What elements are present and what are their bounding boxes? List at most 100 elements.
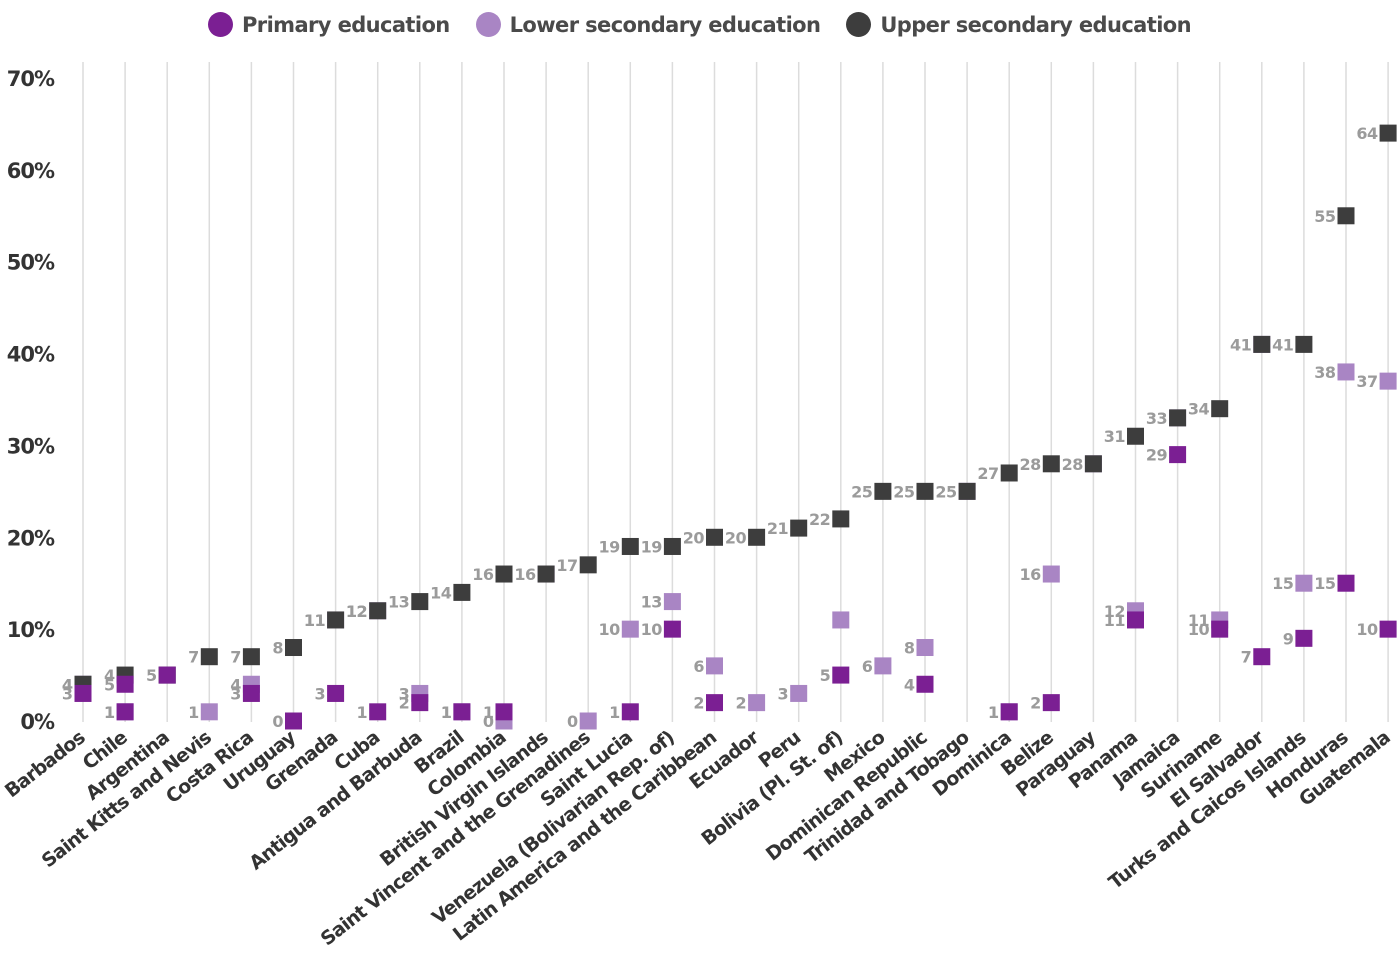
- data-label-lower-secondary: 1: [188, 703, 199, 722]
- data-label-primary: 2: [399, 694, 410, 713]
- marker-lower-secondary: [1042, 565, 1060, 583]
- data-label-upper-secondary: 25: [935, 482, 957, 501]
- marker-primary: [285, 712, 302, 730]
- data-label-upper-secondary: 25: [893, 482, 915, 501]
- y-tick-label: 0%: [20, 710, 55, 734]
- data-label-primary: 10: [1188, 620, 1210, 639]
- marker-lower-secondary: [200, 703, 218, 721]
- marker-upper-secondary: [1253, 335, 1271, 353]
- data-label-lower-secondary: 8: [904, 639, 915, 658]
- data-label-lower-secondary: 12: [346, 602, 367, 621]
- marker-lower-secondary: [663, 593, 681, 611]
- legend-item-primary[interactable]: Primary education: [208, 12, 450, 37]
- legend-swatch-primary-icon: [208, 12, 234, 37]
- data-label-lower-secondary: 3: [778, 684, 789, 703]
- marker-upper-secondary: [537, 565, 555, 583]
- data-label-lower-secondary: 4: [62, 675, 73, 694]
- marker-lower-secondary: [748, 694, 766, 712]
- legend-item-upper-secondary[interactable]: Upper secondary education: [846, 12, 1192, 37]
- marker-lower-secondary: [706, 657, 723, 675]
- data-label-upper-secondary: 34: [1188, 400, 1210, 419]
- marker-upper-secondary: [1169, 409, 1187, 427]
- data-label-lower-secondary: 10: [599, 620, 621, 639]
- data-label-primary: 9: [1283, 629, 1294, 648]
- marker-upper-secondary: [1127, 427, 1144, 445]
- data-label-upper-secondary: 7: [230, 648, 241, 667]
- marker-primary: [74, 684, 92, 702]
- data-label-upper-secondary: 17: [556, 556, 577, 575]
- data-label-lower-secondary: 1: [441, 703, 452, 722]
- marker-upper-secondary: [663, 537, 681, 555]
- marker-lower-secondary: [832, 611, 850, 629]
- marker-primary: [1169, 446, 1187, 464]
- data-label-primary: 11: [1104, 611, 1126, 630]
- marker-upper-secondary: [495, 565, 513, 583]
- data-label-primary: 2: [1030, 694, 1041, 713]
- marker-upper-secondary: [748, 528, 766, 546]
- data-label-lower-secondary: 0: [567, 712, 578, 731]
- marker-primary: [1211, 620, 1229, 638]
- marker-lower-secondary: [874, 657, 892, 675]
- marker-lower-secondary: [1337, 363, 1355, 381]
- data-label-upper-secondary: 4: [62, 675, 73, 694]
- data-label-lower-secondary: 13: [641, 593, 662, 612]
- marker-primary: [1295, 629, 1313, 647]
- marker-upper-secondary: [832, 510, 850, 528]
- legend-item-lower-secondary[interactable]: Lower secondary education: [475, 12, 821, 37]
- marker-upper-secondary: [579, 556, 597, 574]
- data-label-lower-secondary: 6: [862, 657, 873, 676]
- data-label-upper-secondary: 19: [599, 537, 621, 556]
- marker-primary: [663, 620, 681, 638]
- marker-primary: [411, 694, 429, 712]
- data-label-upper-secondary: 14: [430, 583, 452, 602]
- marker-upper-secondary: [874, 482, 892, 500]
- data-label-upper-secondary: 33: [1146, 409, 1167, 428]
- data-label-upper-secondary: 28: [1062, 455, 1084, 474]
- y-tick-label: 50%: [7, 251, 55, 275]
- data-label-primary: 5: [820, 666, 831, 685]
- y-tick-label: 30%: [7, 434, 55, 458]
- data-label-lower-secondary: 37: [1356, 372, 1377, 391]
- data-label-upper-secondary: 41: [1272, 335, 1294, 354]
- marker-primary: [242, 684, 260, 702]
- data-label-primary: 4: [904, 675, 915, 694]
- marker-primary: [116, 675, 134, 693]
- marker-upper-secondary: [916, 482, 934, 500]
- data-label-upper-secondary: 13: [388, 593, 409, 612]
- data-label-upper-secondary: 19: [641, 537, 663, 556]
- marker-upper-secondary: [327, 611, 345, 629]
- data-label-upper-secondary: 28: [1020, 455, 1042, 474]
- data-label-primary: 7: [1241, 648, 1252, 667]
- data-label-primary: 1: [609, 703, 620, 722]
- marker-lower-secondary: [1295, 574, 1313, 592]
- data-label-upper-secondary: 55: [1314, 207, 1336, 226]
- marker-primary: [1379, 620, 1397, 638]
- legend-swatch-lower-secondary-icon: [475, 12, 501, 37]
- data-label-lower-secondary: 38: [1314, 363, 1336, 382]
- marker-primary: [916, 675, 934, 693]
- data-label-primary: 10: [641, 620, 663, 639]
- data-label-primary: 0: [272, 712, 283, 731]
- data-label-upper-secondary: 5: [146, 666, 157, 685]
- marker-primary: [116, 703, 134, 721]
- legend-label-primary: Primary education: [242, 12, 450, 37]
- data-label-upper-secondary: 8: [272, 639, 283, 658]
- data-label-lower-secondary: 16: [1020, 565, 1042, 584]
- legend-label-lower-secondary: Lower secondary education: [509, 12, 821, 37]
- data-label-upper-secondary: 7: [188, 648, 199, 667]
- data-label-upper-secondary: 12: [346, 602, 367, 621]
- marker-primary: [495, 703, 513, 721]
- data-label-upper-secondary: 27: [977, 464, 998, 483]
- marker-primary: [1253, 648, 1271, 666]
- data-label-primary: 1: [104, 703, 115, 722]
- marker-upper-secondary: [621, 537, 639, 555]
- marker-upper-secondary: [285, 639, 302, 657]
- data-label-upper-secondary: 16: [514, 565, 536, 584]
- data-label-upper-secondary: 4: [104, 666, 115, 685]
- data-label-lower-secondary: 2: [735, 694, 746, 713]
- marker-primary: [327, 684, 345, 702]
- data-label-lower-secondary: 11: [304, 611, 326, 630]
- data-label-primary: 3: [230, 684, 241, 703]
- marker-primary: [1127, 611, 1144, 629]
